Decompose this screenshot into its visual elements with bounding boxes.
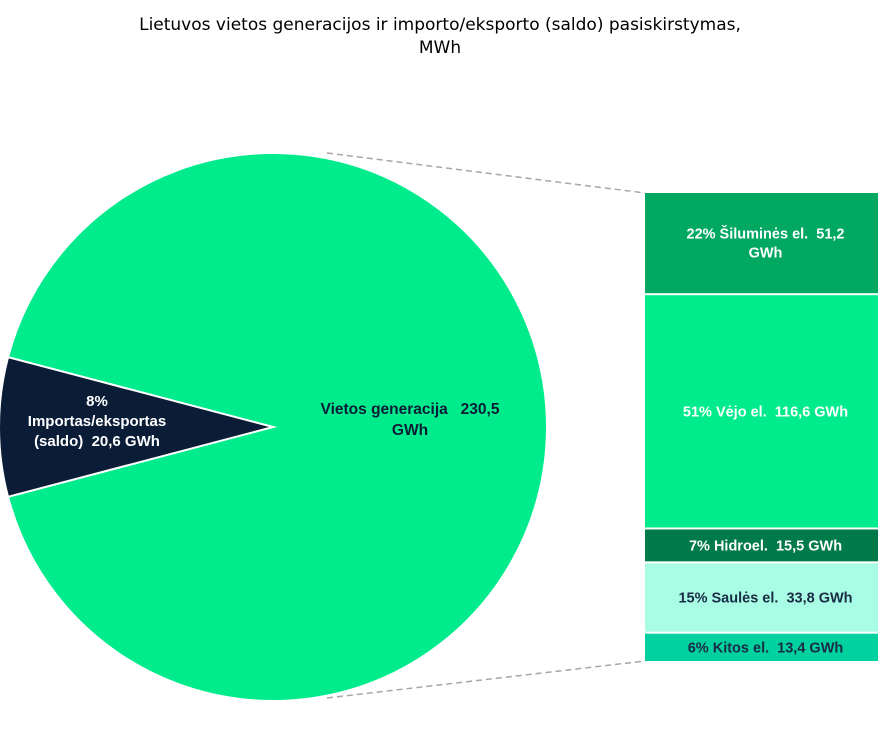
chart-title-line-1: Lietuvos vietos generacijos ir importo/e…	[139, 15, 741, 35]
slice-importas	[0, 355, 277, 499]
label-kitos: 6% Kitos el. 13,4 GWh	[688, 640, 844, 656]
slice-vietos	[6, 152, 548, 702]
label-importas: 8% Importas/eksportas (saldo) 20,6 GWh	[28, 393, 166, 450]
label-saule: 15% Saulės el. 33,8 GWh	[678, 591, 852, 607]
bar-segment-kitos	[645, 633, 878, 661]
label-vejas: 51% Vėjo el. 116,6 GWh	[683, 404, 848, 420]
label-vietos: Vietos generacija 230,5 GWh	[321, 401, 500, 439]
connector-lines	[326, 152, 646, 699]
connector-top	[326, 152, 646, 194]
chart-title: Lietuvos vietos generacijos ir importo/e…	[0, 14, 880, 60]
chart-title-line-2: MWh	[418, 38, 462, 58]
bar-segment-siluma	[645, 193, 878, 294]
label-hidro: 7% Hidroel. 15,5 GWh	[689, 538, 842, 554]
connector-bottom	[326, 660, 646, 699]
label-siluma: 22% Šiluminės el. 51,2 GWh	[687, 225, 845, 262]
bar-segment-saule	[645, 563, 878, 632]
bar-segment-hidro	[645, 529, 878, 562]
breakdown-bar: 22% Šiluminės el. 51,2 GWh 51% Vėjo el. 11…	[645, 193, 878, 661]
bar-segment-vejas	[645, 295, 878, 528]
pie: Vietos generacija 230,5 GWh 8% Importas/eks…	[0, 152, 548, 702]
